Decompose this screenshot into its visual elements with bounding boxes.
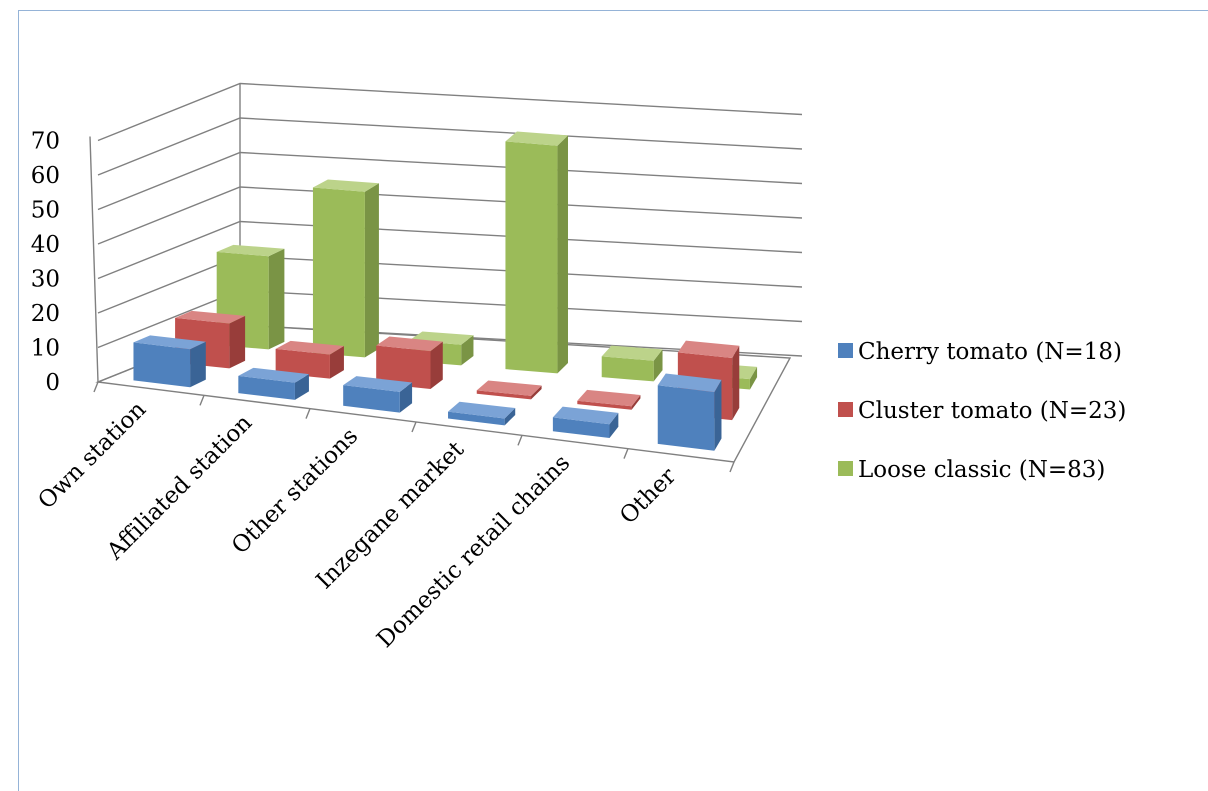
y-tick-label: 10 xyxy=(31,336,60,362)
legend-label: Cluster tomato (N=23) xyxy=(858,398,1126,424)
category-label: Other stations xyxy=(227,423,363,559)
legend-swatch xyxy=(838,461,853,476)
x-tick xyxy=(517,435,523,446)
bar-cherry xyxy=(448,401,516,426)
x-tick xyxy=(623,448,629,459)
bar-cluster xyxy=(275,340,344,379)
category-label: Own station xyxy=(33,396,151,514)
x-tick xyxy=(729,461,735,473)
legend-swatch xyxy=(838,343,853,358)
y-tick-label: 20 xyxy=(31,301,60,327)
legend-label: Loose classic (N=83) xyxy=(858,457,1105,483)
category-label: Domestic retail chains xyxy=(372,450,575,653)
bars xyxy=(133,131,758,451)
y-tick-label: 60 xyxy=(31,163,60,189)
y-tick-label: 50 xyxy=(31,198,60,224)
bar-cluster xyxy=(577,389,641,410)
legend-swatch xyxy=(838,402,853,417)
y-tick-label: 70 xyxy=(31,129,60,155)
y-axis-ticks: 0 10 20 30 40 50 60 70 xyxy=(31,129,60,397)
bar-cherry xyxy=(657,373,722,451)
bar-cluster xyxy=(376,336,443,390)
bar-loose xyxy=(601,345,663,382)
bar-loose xyxy=(505,131,568,374)
legend: Cherry tomato (N=18) Cluster tomato (N=23… xyxy=(838,339,1126,483)
bar-cherry xyxy=(238,367,309,400)
x-tick xyxy=(411,421,417,433)
x-tick xyxy=(199,395,205,406)
y-tick-label: 0 xyxy=(45,370,60,396)
bar-cherry xyxy=(133,335,206,388)
chart-frame xyxy=(18,10,1208,791)
category-label: Other xyxy=(615,463,681,529)
bar-cherry xyxy=(343,376,413,413)
bar-cherry xyxy=(552,406,619,439)
y-tick-label: 40 xyxy=(31,232,60,258)
y-axis-line xyxy=(89,136,99,383)
x-tick xyxy=(305,408,311,419)
y-tick-label: 30 xyxy=(31,267,60,293)
x-tick xyxy=(93,381,99,393)
legend-label: Cherry tomato (N=18) xyxy=(858,339,1122,365)
bar-cluster xyxy=(476,380,542,400)
bar-loose xyxy=(312,179,379,358)
